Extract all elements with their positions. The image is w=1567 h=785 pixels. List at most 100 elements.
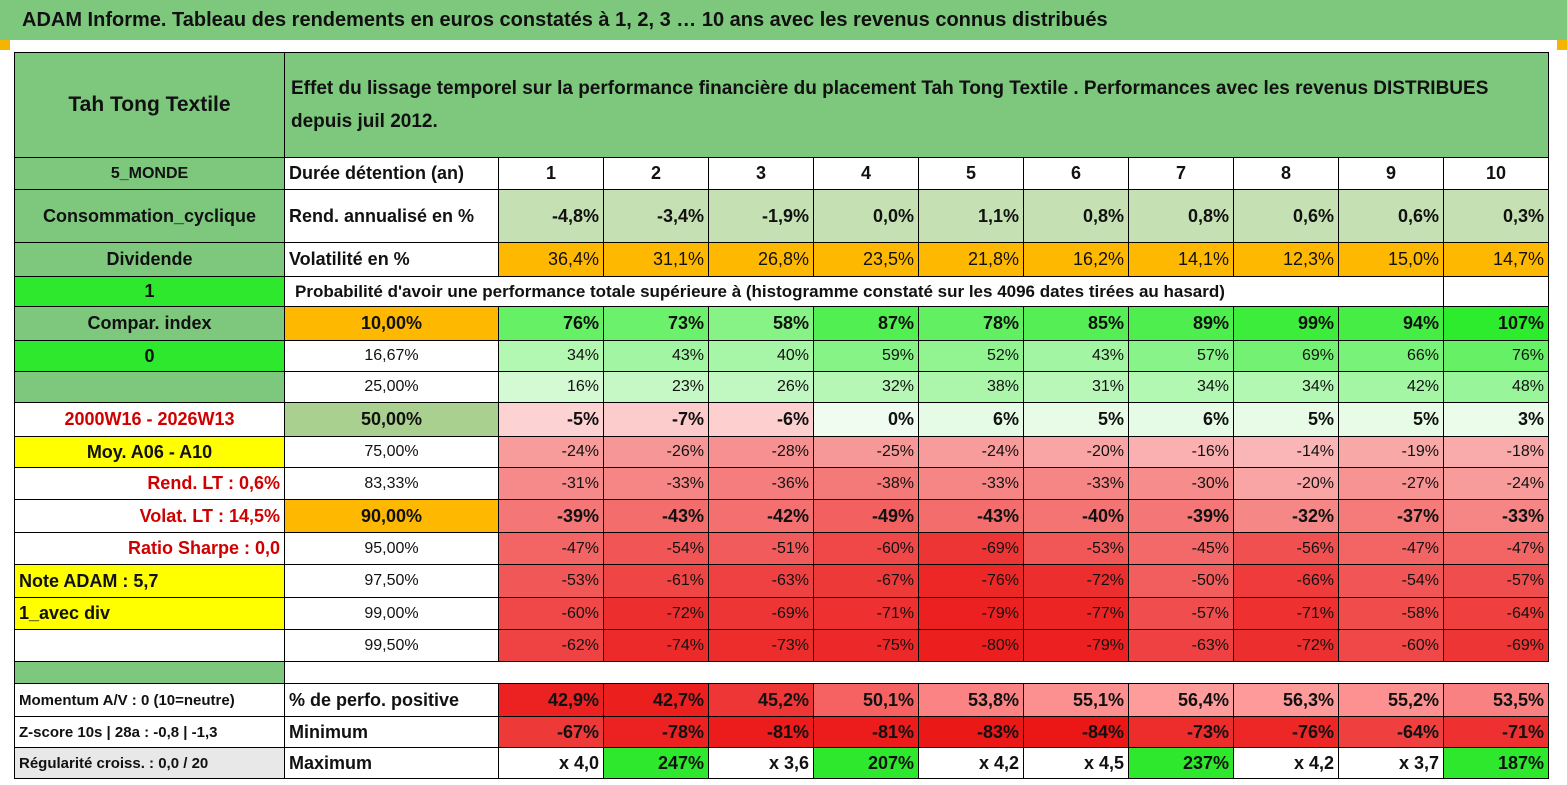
quantile-value-cell: -33% <box>1023 467 1129 500</box>
quantile-row: 99,50% -62% -74% -73% -75% -80% -79% -63% -72% -6… <box>14 629 1549 662</box>
quantile-value-cell: 0% <box>813 402 919 437</box>
year-header: 4 <box>813 157 919 190</box>
quantile-row: 2000W16 - 2026W13 50,00% -5% -7% -6% 0% 6% 5% 6%… <box>14 402 1549 437</box>
quantile-value-cell: -62% <box>498 629 604 662</box>
positive-perf-cell: 50,1% <box>813 683 919 717</box>
quantile-label: 90,00% <box>284 499 499 533</box>
annual-return-cell: 0,8% <box>1023 189 1129 243</box>
quantile-value-cell: -72% <box>1023 564 1129 598</box>
quantile-value-cell: 6% <box>1128 402 1234 437</box>
quantile-value-cell: -69% <box>918 532 1024 565</box>
maximum-cell: x 4,2 <box>1233 747 1339 779</box>
quantile-value-cell: -43% <box>603 499 709 533</box>
volatility-row: Dividende Volatilité en % 36,4% 31,1% 26,8% 2… <box>14 242 1549 277</box>
year-header: 10 <box>1443 157 1549 190</box>
quantile-value-cell: -27% <box>1338 467 1444 500</box>
quantile-value-cell: 3% <box>1443 402 1549 437</box>
bottom-row-label: Maximum <box>284 747 499 779</box>
description: Effet du lissage temporel sur la perform… <box>284 52 1549 158</box>
quantile-value-cell: -42% <box>708 499 814 533</box>
quantile-value-cell: 6% <box>918 402 1024 437</box>
quantile-value-cell: -60% <box>1338 629 1444 662</box>
annual-return-row: Consommation_cyclique Rend. annualisé en … <box>14 189 1549 243</box>
annual-return-cell: 1,1% <box>918 189 1024 243</box>
quantile-value-cell: -47% <box>498 532 604 565</box>
year-header: 5 <box>918 157 1024 190</box>
quantile-value-cell: -72% <box>603 597 709 630</box>
annual-return-cell: -4,8% <box>498 189 604 243</box>
side-label: 2000W16 - 2026W13 <box>14 402 285 437</box>
side-label: 5_MONDE <box>14 157 285 190</box>
side-label: 1_avec div <box>14 597 285 630</box>
side-label: Volat. LT : 14,5% <box>14 499 285 533</box>
quantile-value-cell: -30% <box>1128 467 1234 500</box>
quantile-value-cell: -18% <box>1443 436 1549 468</box>
quantile-value-cell: 34% <box>1128 371 1234 403</box>
quantile-value-cell: -69% <box>1443 629 1549 662</box>
quantile-row: 1_avec div 99,00% -60% -72% -69% -71% -79% -77%… <box>14 597 1549 630</box>
quantile-label: 95,00% <box>284 532 499 565</box>
quantile-value-cell: 43% <box>603 340 709 372</box>
volatility-cell: 12,3% <box>1233 242 1339 277</box>
quantile-value-cell: 87% <box>813 306 919 341</box>
quantile-value-cell: -56% <box>1233 532 1339 565</box>
minimum-cell: -76% <box>1233 716 1339 748</box>
quantile-value-cell: 5% <box>1338 402 1444 437</box>
positive-perf-cell: 42,7% <box>603 683 709 717</box>
quantile-value-cell: -57% <box>1443 564 1549 598</box>
positive-perf-cell: 56,4% <box>1128 683 1234 717</box>
quantile-value-cell: 78% <box>918 306 1024 341</box>
quantile-value-cell: -49% <box>813 499 919 533</box>
minimum-cell: -81% <box>813 716 919 748</box>
corner-marker <box>0 40 10 50</box>
quantile-value-cell: 42% <box>1338 371 1444 403</box>
quantile-value-cell: -43% <box>918 499 1024 533</box>
quantile-value-cell: 76% <box>1443 340 1549 372</box>
year-header: 1 <box>498 157 604 190</box>
quantile-value-cell: 73% <box>603 306 709 341</box>
minimum-cell: -71% <box>1443 716 1549 748</box>
quantile-value-cell: -24% <box>918 436 1024 468</box>
quantile-label: 16,67% <box>284 340 499 372</box>
quantile-value-cell: 43% <box>1023 340 1129 372</box>
quantile-label: 99,50% <box>284 629 499 662</box>
duration-row: 5_MONDE Durée détention (an) 1 2 3 4 5 6 7 8 9 10 <box>14 157 1549 190</box>
quantile-value-cell: 85% <box>1023 306 1129 341</box>
quantile-value-cell: -53% <box>498 564 604 598</box>
bottom-row-label: Minimum <box>284 716 499 748</box>
quantile-value-cell: -40% <box>1023 499 1129 533</box>
positive-perf-cell: 53,5% <box>1443 683 1549 717</box>
quantile-row: Volat. LT : 14,5% 90,00% -39% -43% -42% -49% -… <box>14 499 1549 533</box>
quantile-value-cell: -79% <box>918 597 1024 630</box>
side-label: Consommation_cyclique <box>14 189 285 243</box>
side-label: Note ADAM : 5,7 <box>14 564 285 598</box>
quantile-value-cell: -7% <box>603 402 709 437</box>
quantile-value-cell: -53% <box>1023 532 1129 565</box>
minimum-cell: -78% <box>603 716 709 748</box>
quantile-value-cell: -61% <box>603 564 709 598</box>
quantile-value-cell: 76% <box>498 306 604 341</box>
returns-table: Tah Tong Textile Effet du lissage tempore… <box>14 52 1549 779</box>
maximum-cell: x 3,6 <box>708 747 814 779</box>
row-label-annual: Rend. annualisé en % <box>284 189 499 243</box>
volatility-cell: 16,2% <box>1023 242 1129 277</box>
quantile-value-cell: -39% <box>1128 499 1234 533</box>
quantile-value-cell: -5% <box>498 402 604 437</box>
quantile-row: 0 16,67% 34% 43% 40% 59% 52% 43% 57% 69% 66% 76% <box>14 340 1549 372</box>
minimum-cell: -73% <box>1128 716 1234 748</box>
positive-perf-cell: 56,3% <box>1233 683 1339 717</box>
bottom-row: Momentum A/V : 0 (10=neutre)% de perfo. … <box>14 683 1549 717</box>
empty-cell <box>1443 276 1549 307</box>
positive-perf-cell: 55,1% <box>1023 683 1129 717</box>
quantile-value-cell: 59% <box>813 340 919 372</box>
volatility-cell: 14,7% <box>1443 242 1549 277</box>
bottom-row-label: % de perfo. positive <box>284 683 499 717</box>
quantile-value-cell: -63% <box>708 564 814 598</box>
positive-perf-cell: 55,2% <box>1338 683 1444 717</box>
volatility-cell: 23,5% <box>813 242 919 277</box>
quantile-value-cell: -64% <box>1443 597 1549 630</box>
quantile-value-cell: -75% <box>813 629 919 662</box>
positive-perf-cell: 53,8% <box>918 683 1024 717</box>
maximum-cell: x 4,0 <box>498 747 604 779</box>
side-label <box>14 371 285 403</box>
